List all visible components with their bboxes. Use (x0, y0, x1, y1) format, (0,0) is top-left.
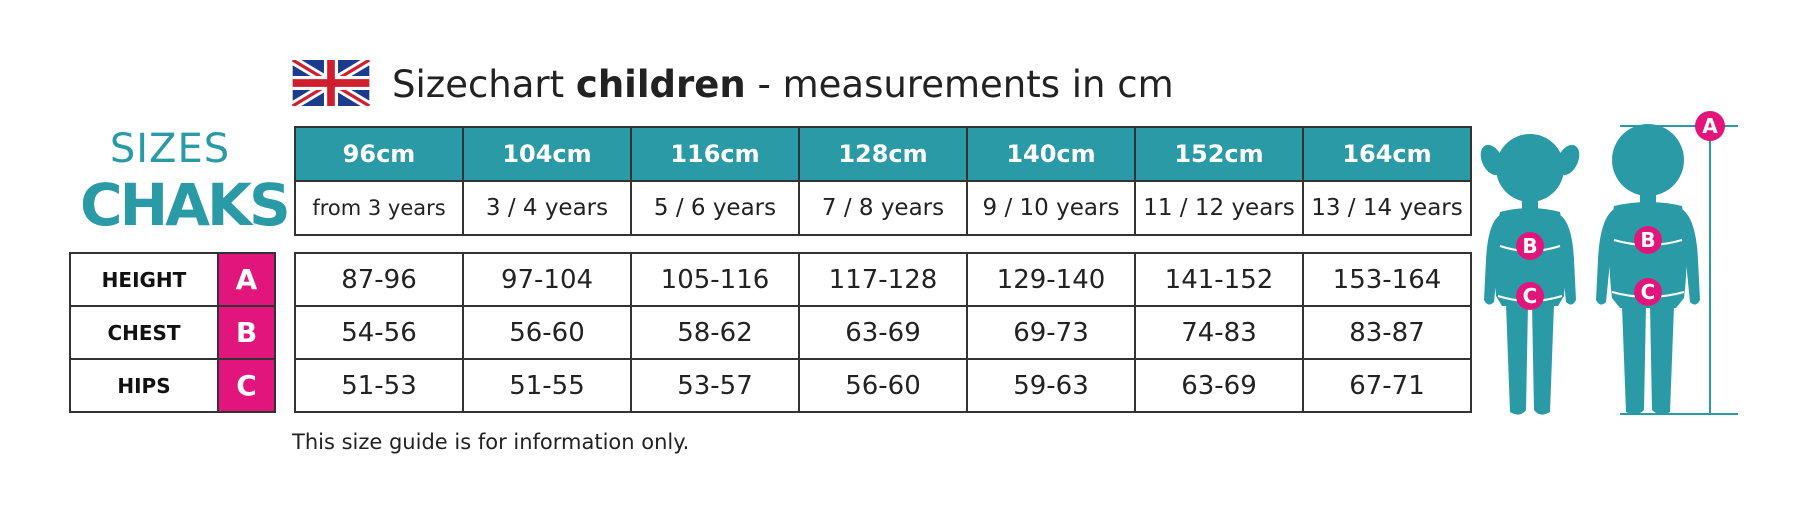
uk-flag-icon (292, 60, 370, 106)
size-age-cell: 11 / 12 years (1134, 180, 1304, 236)
logo-sizes-text: SIZES (109, 126, 231, 172)
measurement-value: 87-96 (294, 252, 464, 307)
boy-marker-c (1634, 278, 1662, 306)
measurement-value: 53-57 (630, 358, 800, 413)
measurement-value: 63-69 (798, 305, 968, 360)
size-cm-cell: 164cm (1302, 126, 1472, 182)
size-cm-cell: 152cm (1134, 126, 1304, 182)
boy-marker-b (1634, 226, 1662, 254)
measurement-value: 56-60 (462, 305, 632, 360)
height-marker-letter: A (1702, 114, 1718, 138)
boy-figure-icon (1596, 124, 1700, 415)
girl-marker-c-letter: C (1523, 284, 1538, 308)
measurement-value: 51-53 (294, 358, 464, 413)
size-age-cell: 3 / 4 years (462, 180, 632, 236)
measurement-value: 63-69 (1134, 358, 1304, 413)
table-row: 51-53 51-55 53-57 56-60 59-63 63-69 67-7… (294, 358, 1472, 413)
disclaimer-note: This size guide is for information only. (292, 430, 690, 454)
girl-marker-b (1516, 232, 1544, 260)
measurement-value: 69-73 (966, 305, 1136, 360)
measurement-value: 54-56 (294, 305, 464, 360)
measurement-letter-badge: C (217, 358, 276, 413)
boy-marker-b-letter: B (1640, 228, 1655, 252)
size-table: 96cm 104cm 116cm 128cm 140cm 152cm 164cm… (294, 126, 1472, 236)
measurement-value: 51-55 (462, 358, 632, 413)
size-cm-cell: 96cm (294, 126, 464, 182)
boy-marker-c-letter: C (1641, 280, 1656, 304)
measurement-value: 83-87 (1302, 305, 1472, 360)
page-title: Sizechart children - measurements in cm (392, 62, 1174, 108)
measurement-value: 105-116 (630, 252, 800, 307)
measurement-figures: B C B C A (1480, 111, 1738, 415)
measurement-value: 129-140 (966, 252, 1136, 307)
size-cm-cell: 116cm (630, 126, 800, 182)
size-age-cell: 9 / 10 years (966, 180, 1136, 236)
measurement-label-table: HEIGHT A CHEST B HIPS C (69, 252, 276, 413)
measurement-value: 56-60 (798, 358, 968, 413)
size-age-row: from 3 years 3 / 4 years 5 / 6 years 7 /… (294, 180, 1472, 236)
size-age-cell: from 3 years (294, 180, 464, 236)
girl-figure-icon (1480, 134, 1580, 415)
measurement-value: 97-104 (462, 252, 632, 307)
size-cm-cell: 104cm (462, 126, 632, 182)
size-age-cell: 7 / 8 years (798, 180, 968, 236)
height-marker-a (1695, 111, 1725, 141)
label-row-height: HEIGHT A (69, 252, 276, 307)
title-suffix: - measurements in cm (745, 63, 1174, 106)
table-row: 87-96 97-104 105-116 117-128 129-140 141… (294, 252, 1472, 307)
label-row-chest: CHEST B (69, 305, 276, 360)
girl-marker-c (1516, 282, 1544, 310)
size-cm-cell: 140cm (966, 126, 1136, 182)
measurement-letter-badge: A (217, 252, 276, 307)
title-prefix: Sizechart (392, 63, 576, 106)
label-row-hips: HIPS C (69, 358, 276, 413)
logo-brand-text: CHAKS (80, 171, 291, 239)
measurement-value: 58-62 (630, 305, 800, 360)
girl-marker-b-letter: B (1522, 234, 1537, 258)
measurement-value: 74-83 (1134, 305, 1304, 360)
measurement-value: 141-152 (1134, 252, 1304, 307)
measurement-letter-badge: B (217, 305, 276, 360)
measurement-value: 153-164 (1302, 252, 1472, 307)
measurement-values-table: 87-96 97-104 105-116 117-128 129-140 141… (294, 252, 1472, 413)
measurement-label: CHEST (69, 305, 219, 360)
title-bold: children (575, 63, 746, 106)
measurement-label: HIPS (69, 358, 219, 413)
measurement-label: HEIGHT (69, 252, 219, 307)
measurement-value: 117-128 (798, 252, 968, 307)
size-cm-cell: 128cm (798, 126, 968, 182)
size-cm-row: 96cm 104cm 116cm 128cm 140cm 152cm 164cm (294, 126, 1472, 182)
measurement-value: 59-63 (966, 358, 1136, 413)
measurement-value: 67-71 (1302, 358, 1472, 413)
size-age-cell: 5 / 6 years (630, 180, 800, 236)
table-row: 54-56 56-60 58-62 63-69 69-73 74-83 83-8… (294, 305, 1472, 360)
size-age-cell: 13 / 14 years (1302, 180, 1472, 236)
